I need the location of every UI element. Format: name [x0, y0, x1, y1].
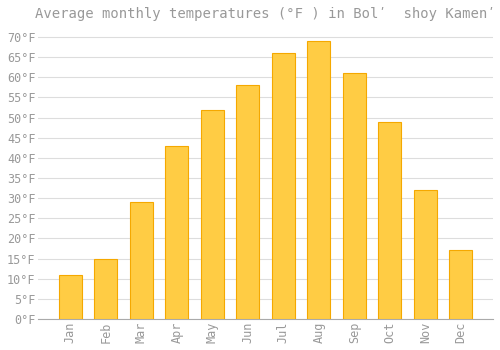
Bar — [378, 122, 402, 319]
Bar — [343, 74, 366, 319]
Bar — [130, 202, 153, 319]
Title: Average monthly temperatures (°F ) in Bolʹ  shoy Kamenʹ: Average monthly temperatures (°F ) in Bo… — [36, 7, 496, 21]
Bar — [59, 275, 82, 319]
Bar — [308, 41, 330, 319]
Bar — [414, 190, 437, 319]
Bar — [166, 146, 188, 319]
Bar — [272, 53, 295, 319]
Bar — [94, 259, 118, 319]
Bar — [450, 251, 472, 319]
Bar — [236, 85, 260, 319]
Bar — [201, 110, 224, 319]
